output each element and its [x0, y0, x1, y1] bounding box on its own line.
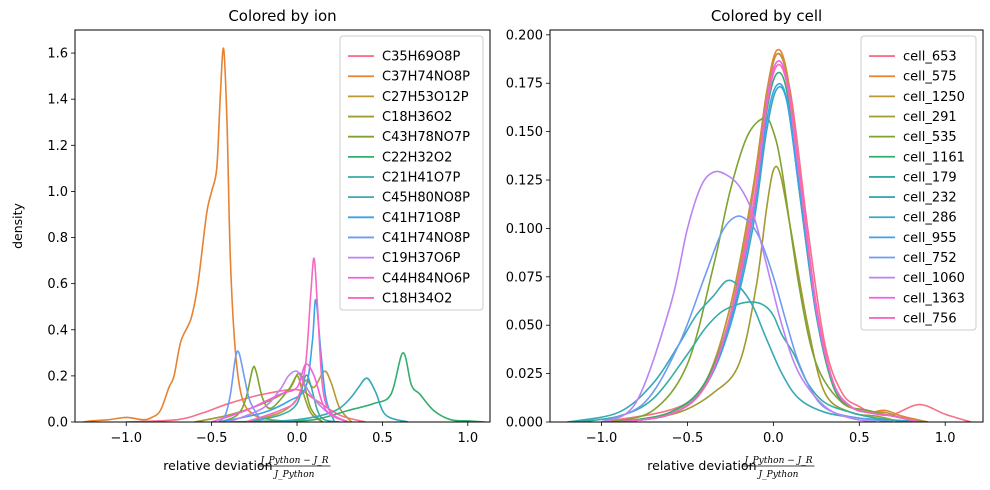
- legend-label: cell_179: [903, 170, 957, 185]
- x-axis-label-denominator: J_Python: [273, 470, 315, 480]
- x-tick-label: 0.5: [849, 431, 870, 446]
- x-axis-label-numerator: J_Python − J_R: [742, 456, 812, 466]
- y-tick-label: 1.2: [47, 139, 68, 154]
- y-tick-label: 0.025: [506, 367, 543, 382]
- y-tick-label: 0.8: [47, 231, 68, 246]
- x-tick-label: −1.0: [110, 431, 142, 446]
- legend-label: C18H36O2: [382, 110, 452, 125]
- axes-frame: [74, 29, 491, 423]
- y-tick-label: 0.2: [47, 369, 68, 384]
- legend-label: C45H80NO8P: [382, 191, 470, 206]
- legend-label: C44H84NO6P: [382, 271, 470, 286]
- legend-label: cell_1060: [903, 271, 965, 286]
- legend-label: cell_575: [903, 70, 957, 85]
- x-tick-label: −1.0: [586, 431, 618, 446]
- y-tick-label: 0.0: [47, 416, 68, 431]
- x-tick-label: 1.0: [935, 431, 956, 446]
- y-tick-label: 0.6: [47, 277, 68, 292]
- kde-curve-C37H74NO8P: [83, 47, 298, 422]
- kde-curve-C35H69O8P: [126, 388, 366, 422]
- legend-label: C43H78NO7P: [382, 130, 470, 145]
- x-tick-label: 0.5: [372, 431, 393, 446]
- legend-label: cell_291: [903, 110, 957, 125]
- kde-curve-C41H71O8P: [219, 298, 336, 422]
- x-axis-label-numerator: J_Python − J_R: [258, 456, 328, 466]
- x-tick-label: 0.0: [763, 431, 784, 446]
- legend-label: cell_286: [903, 211, 957, 226]
- chart-title: Colored by ion: [228, 7, 336, 25]
- ion-chart-panel: −1.0 −0.5 0.0 0.5 1.0 0.0 0.2 0.4 0.6 0.8 1.0 1.2 1.…: [10, 7, 491, 480]
- legend-label: cell_232: [903, 191, 957, 206]
- legend-label: cell_752: [903, 251, 957, 266]
- legend-label: C22H32O2: [382, 150, 452, 165]
- y-tick-label: 0.150: [506, 125, 543, 140]
- y-tick-label: 1.0: [47, 185, 68, 200]
- series-group: [83, 47, 485, 422]
- y-tick-label: 1.6: [47, 47, 68, 62]
- cell-chart-panel: −1.0 −0.5 0.0 0.5 1.0 0.000 0.025 0.050 0.075 0.1…: [506, 7, 984, 480]
- x-axis-label-denominator: J_Python: [757, 470, 799, 480]
- kde-curve-cell_179: [575, 301, 911, 422]
- y-tick-label: 0.200: [506, 28, 543, 43]
- series-group: [567, 48, 972, 422]
- legend-label: cell_756: [903, 311, 957, 326]
- x-tick-label: −0.5: [672, 431, 704, 446]
- legend-label: cell_955: [903, 231, 957, 246]
- x-tick-label: 0.0: [287, 431, 308, 446]
- y-tick-label: 0.000: [506, 416, 543, 431]
- y-tick-label: 0.075: [506, 270, 543, 285]
- kde-curve-C41H74NO8P: [217, 350, 264, 422]
- x-axis-label: relative deviation: [163, 458, 272, 473]
- legend-label: C41H74NO8P: [382, 231, 470, 246]
- legend-label: C27H53O12P: [382, 90, 469, 105]
- legend-label: cell_1363: [903, 291, 965, 306]
- legend-label: C35H69O8P: [382, 50, 460, 65]
- legend-label: C41H71O8P: [382, 211, 460, 226]
- legend-label: C37H74NO8P: [382, 70, 470, 85]
- legend-label: C19H37O6P: [382, 251, 460, 266]
- y-tick-label: 0.175: [506, 77, 543, 92]
- legend-label: C18H34O2: [382, 291, 452, 306]
- y-tick-label: 0.125: [506, 174, 543, 189]
- x-tick-label: −0.5: [196, 431, 228, 446]
- x-tick-label: 1.0: [457, 431, 478, 446]
- kde-curve-C45H80NO8P: [262, 377, 409, 422]
- legend-label: cell_1161: [903, 150, 965, 165]
- legend-label: C21H41O7P: [382, 171, 460, 186]
- legend-label: cell_535: [903, 130, 957, 145]
- y-tick-label: 0.050: [506, 319, 543, 334]
- legend-box: [860, 35, 977, 331]
- axes-frame: [549, 29, 984, 423]
- kde-curve-C27H53O12P: [245, 370, 353, 422]
- y-tick-label: 0.4: [47, 323, 68, 338]
- kde-curve-cell_756: [618, 63, 920, 422]
- kde-curve-cell_1060: [601, 170, 877, 422]
- kde-curve-C22H32O2: [228, 352, 485, 422]
- y-tick-label: 0.100: [506, 222, 543, 237]
- y-axis-label: density: [10, 202, 25, 248]
- chart-title: Colored by cell: [711, 7, 822, 25]
- x-axis-label: relative deviation: [647, 458, 756, 473]
- y-tick-label: 1.4: [47, 93, 68, 108]
- legend-box: [339, 35, 484, 311]
- legend-label: cell_1250: [903, 90, 965, 105]
- kde-curve-C18H34O2: [245, 257, 349, 422]
- legend-label: cell_653: [903, 50, 957, 65]
